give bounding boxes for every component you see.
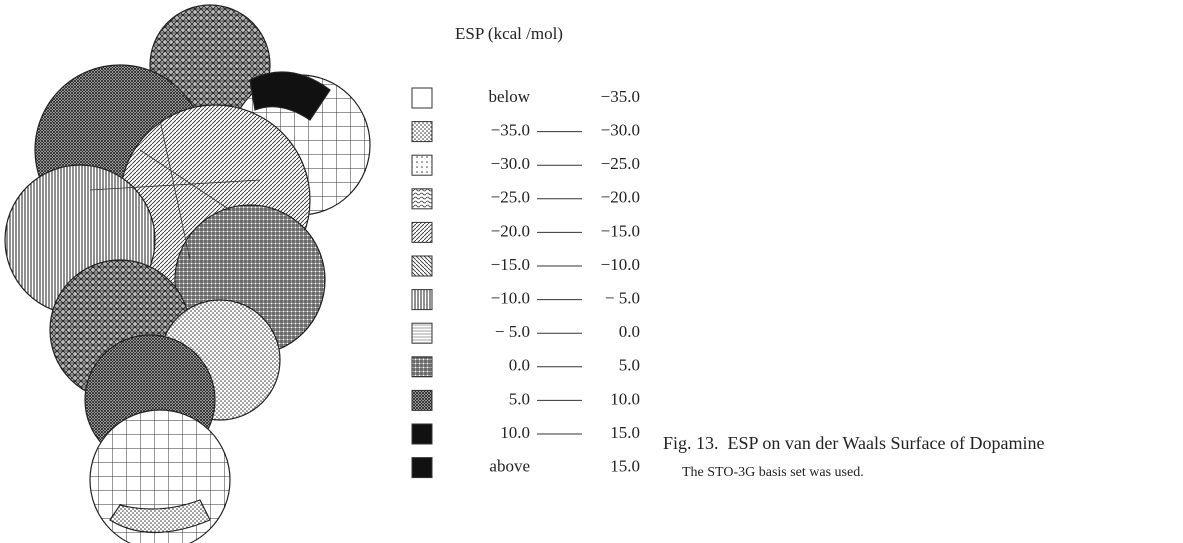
legend-from: below: [488, 87, 530, 106]
legend-swatch: [412, 357, 432, 377]
molecule-surface: [5, 5, 370, 543]
caption-title-line: Fig. 13. ESP on van der Waals Surface of…: [663, 430, 1181, 457]
legend-to: − 5.0: [605, 289, 640, 308]
legend-swatch: [412, 424, 432, 444]
figure-page: ESP (kcal /mol) below −35.0 −35.0 −30.0 −30.…: [0, 0, 1183, 543]
legend-to: 5.0: [619, 356, 640, 375]
legend-swatch: [412, 390, 432, 410]
caption: Fig. 13. ESP on van der Waals Surface of…: [663, 430, 1181, 486]
legend-to: −20.0: [601, 188, 640, 207]
legend-to: 10.0: [610, 389, 640, 408]
legend-title: ESP (kcal /mol): [455, 24, 563, 43]
legend-from: 0.0: [509, 356, 530, 375]
legend-from: 5.0: [509, 389, 530, 408]
legend-swatch: [412, 290, 432, 310]
legend: below −35.0 −35.0 −30.0 −30.0 −25.0 −25.0 −20.0…: [412, 87, 640, 478]
legend-to: 0.0: [619, 322, 640, 341]
legend-from: − 5.0: [495, 322, 530, 341]
legend-from: −10.0: [491, 289, 530, 308]
legend-to: −30.0: [601, 121, 640, 140]
legend-swatch: [412, 189, 432, 209]
legend-swatch: [412, 458, 432, 478]
legend-swatch: [412, 222, 432, 242]
caption-note: The STO-3G basis set was used.: [663, 459, 1181, 486]
legend-to: −35.0: [601, 87, 640, 106]
caption-label: Fig. 13.: [663, 433, 719, 453]
legend-swatch: [412, 155, 432, 175]
legend-swatch: [412, 256, 432, 276]
legend-to: 15.0: [610, 423, 640, 442]
legend-from: −30.0: [491, 154, 530, 173]
legend-swatch: [412, 88, 432, 108]
legend-from: −35.0: [491, 121, 530, 140]
caption-title: ESP on van der Waals Surface of Dopamine: [728, 433, 1045, 453]
legend-from: above: [489, 457, 530, 476]
legend-to: 15.0: [610, 457, 640, 476]
legend-to: −15.0: [601, 221, 640, 240]
legend-to: −25.0: [601, 154, 640, 173]
legend-from: −20.0: [491, 221, 530, 240]
legend-from: −25.0: [491, 188, 530, 207]
legend-from: −15.0: [491, 255, 530, 274]
legend-to: −10.0: [601, 255, 640, 274]
legend-swatch: [412, 122, 432, 142]
legend-from: 10.0: [500, 423, 530, 442]
legend-swatch: [412, 323, 432, 343]
